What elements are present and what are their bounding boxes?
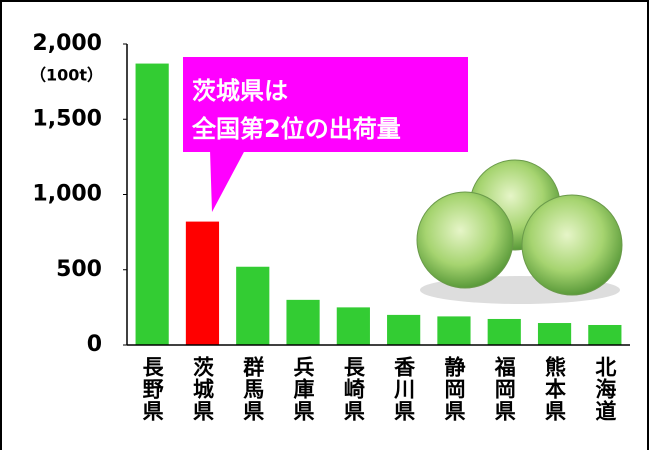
y-axis-unit: （100t） [30,66,103,85]
x-tick-label: 福岡県 [492,356,517,422]
x-tick-label: 茨城県 [190,355,214,422]
cabbage-illustration [416,159,623,304]
annotation-text: 茨城県は [192,77,288,105]
annotation-callout: 茨城県は 全国第2位の出荷量 [183,57,468,212]
plot: 0 500 1,000 1,500 2,000 長野県 茨城県 群馬県 兵庫県 長崎県 香川県 静岡県… [32,31,630,422]
y-tick-label: 0 [87,332,102,357]
bar [286,299,320,345]
x-tick-label: 長崎県 [341,356,365,422]
y-tick-label: 1,000 [32,182,102,207]
x-tick-label: 長野県 [140,356,164,422]
x-tick-label: 静岡県 [442,355,466,422]
bar [135,63,169,345]
annotation-text: 全国第2位の出荷量 [191,115,401,143]
y-tick-label: 1,500 [32,106,102,131]
bar [437,316,471,345]
bar [185,221,220,345]
bar [387,314,421,345]
x-tick-label: 北海道 [593,356,617,422]
bar [336,307,370,345]
x-tick-label: 群馬県 [241,355,265,422]
y-tick-label: 500 [56,257,102,282]
bar [537,323,572,345]
x-tick-label: 兵庫県 [291,355,315,422]
y-tick-label: 2,000 [32,31,102,56]
bar [487,318,521,345]
x-tick-label: 熊本県 [543,355,567,422]
bar [236,266,270,345]
x-tick-label: 香川県 [392,356,417,422]
bar [588,324,622,345]
